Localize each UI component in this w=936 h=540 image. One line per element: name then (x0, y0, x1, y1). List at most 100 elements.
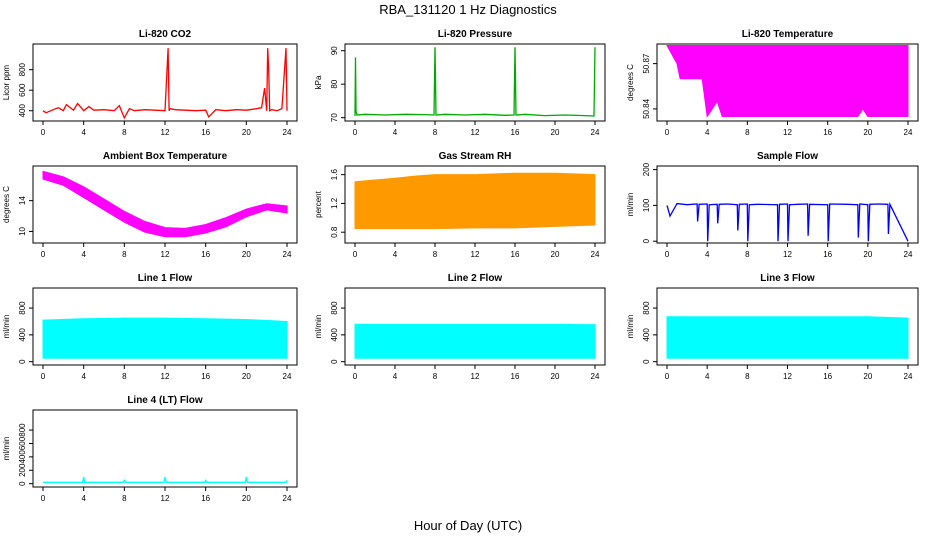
licor-temp-x-tick-label-6: 24 (904, 128, 913, 137)
licor-temp-y-tick-label-1: 50.87 (642, 53, 651, 74)
line4-x-tick-label-0: 0 (41, 494, 46, 503)
line3-y-tick-label-0: 0 (642, 359, 651, 364)
line1-x-tick-label-3: 12 (161, 372, 170, 381)
co2-y-tick-label-2: 800 (18, 62, 27, 76)
gas-rh-title: Gas Stream RH (439, 151, 512, 162)
co2-x-tick-label-3: 12 (161, 128, 170, 137)
gas-rh-x-tick-label-6: 24 (591, 250, 600, 259)
box-temp-x-tick-label-0: 0 (41, 250, 46, 259)
sample-flow-y-tick-label-0: 0 (642, 238, 651, 243)
line2-y-tick-label-1: 400 (330, 328, 339, 342)
line4-y-axis-label: ml/min (2, 437, 11, 461)
licor-temp-title: Li-820 Temperature (742, 29, 834, 40)
co2-x-tick-label-0: 0 (41, 128, 46, 137)
line1-x-tick-label-0: 0 (41, 372, 46, 381)
co2-y-axis-label: Licor ppm (2, 65, 11, 100)
gas-rh-series-band-0 (354, 172, 596, 230)
line4-x-tick-label-1: 4 (81, 494, 86, 503)
co2-y-tick-label-0: 400 (18, 104, 27, 118)
sample-flow-series-line-0 (666, 201, 909, 242)
pressure-series-line-0 (354, 47, 596, 117)
licor-temp-x-tick-label-2: 8 (745, 128, 750, 137)
box-temp-y-tick-label-1: 14 (18, 196, 27, 205)
co2-x-tick-label-5: 20 (242, 128, 251, 137)
line2-x-tick-label-5: 20 (551, 372, 560, 381)
sample-flow-x-tick-label-6: 24 (904, 250, 913, 259)
co2-y-tick-label-1: 600 (18, 83, 27, 97)
line2-title: Line 2 Flow (448, 273, 503, 284)
line2-x-tick-label-0: 0 (353, 372, 358, 381)
line1-x-tick-label-2: 8 (122, 372, 127, 381)
gas-rh-x-tick-label-0: 0 (353, 250, 358, 259)
pressure-title: Li-820 Pressure (438, 29, 513, 40)
pressure-x-tick-label-2: 8 (433, 128, 438, 137)
box-temp-series-band-0 (42, 170, 288, 238)
gas-rh-y-axis-label: percent (314, 190, 323, 217)
pressure-y-tick-label-1: 80 (330, 79, 339, 88)
box-temp-title: Ambient Box Temperature (103, 151, 228, 162)
sample-flow-x-tick-label-5: 20 (863, 250, 872, 259)
box-temp-x-tick-label-6: 24 (283, 250, 292, 259)
line1-y-tick-label-0: 0 (18, 359, 27, 364)
box-temp-y-axis-label: degrees C (2, 186, 11, 223)
licor-temp-x-tick-label-0: 0 (665, 128, 670, 137)
line2-x-tick-label-1: 4 (393, 372, 398, 381)
licor-temp-x-tick-label-4: 16 (823, 128, 832, 137)
line1-x-tick-label-5: 20 (242, 372, 251, 381)
line4-y-tick-label-1: 200 (18, 463, 27, 477)
sample-flow-x-tick-label-2: 8 (745, 250, 750, 259)
line3-y-tick-label-1: 400 (642, 328, 651, 342)
line2-y-tick-label-0: 0 (330, 359, 339, 364)
line2-x-tick-label-2: 8 (433, 372, 438, 381)
line3-y-tick-label-2: 800 (642, 301, 651, 315)
x-axis-label: Hour of Day (UTC) (413, 518, 523, 533)
box-temp-x-tick-label-2: 8 (122, 250, 127, 259)
line4-y-tick-label-4: 800 (18, 423, 27, 437)
pressure-x-tick-label-5: 20 (551, 128, 560, 137)
co2-title: Li-820 CO2 (139, 29, 192, 40)
line2-y-axis-label: ml/min (314, 315, 323, 339)
line2-x-tick-label-4: 16 (511, 372, 520, 381)
co2-x-tick-label-1: 4 (81, 128, 86, 137)
line4-x-tick-label-4: 16 (201, 494, 210, 503)
line3-x-tick-label-0: 0 (665, 372, 670, 381)
line3-x-tick-label-4: 16 (823, 372, 832, 381)
licor-temp-x-tick-label-3: 12 (783, 128, 792, 137)
licor-temp-x-tick-label-5: 20 (863, 128, 872, 137)
box-temp-x-tick-label-4: 16 (201, 250, 210, 259)
line4-title: Line 4 (LT) Flow (127, 395, 203, 406)
line1-y-axis-label: ml/min (2, 315, 11, 339)
box-temp-x-tick-label-5: 20 (242, 250, 251, 259)
gas-rh-x-tick-label-5: 20 (551, 250, 560, 259)
page-title: RBA_131120 1 Hz Diagnostics (379, 2, 557, 17)
sample-flow-y-tick-label-1: 100 (642, 198, 651, 212)
line4-plot-frame (32, 409, 298, 488)
line4-y-tick-label-2: 400 (18, 450, 27, 464)
line1-x-tick-label-4: 16 (201, 372, 210, 381)
sample-flow-x-tick-label-4: 16 (823, 250, 832, 259)
licor-temp-x-tick-label-1: 4 (705, 128, 710, 137)
line3-x-tick-label-2: 8 (745, 372, 750, 381)
line4-series-line-0 (43, 476, 288, 483)
line4-x-tick-label-2: 8 (122, 494, 127, 503)
sample-flow-x-tick-label-1: 4 (705, 250, 710, 259)
pressure-x-tick-label-6: 24 (591, 128, 600, 137)
line4-y-tick-label-3: 600 (18, 436, 27, 450)
box-temp-x-tick-label-3: 12 (161, 250, 170, 259)
line3-x-tick-label-3: 12 (783, 372, 792, 381)
line2-x-tick-label-3: 12 (471, 372, 480, 381)
line3-x-tick-label-1: 4 (705, 372, 710, 381)
sample-flow-x-tick-label-3: 12 (783, 250, 792, 259)
gas-rh-x-tick-label-4: 16 (511, 250, 520, 259)
sample-flow-y-tick-label-2: 200 (642, 162, 651, 176)
co2-x-tick-label-4: 16 (201, 128, 210, 137)
line1-x-tick-label-6: 24 (283, 372, 292, 381)
line2-x-tick-label-6: 24 (591, 372, 600, 381)
pressure-y-tick-label-0: 70 (330, 113, 339, 122)
gas-rh-x-tick-label-1: 4 (393, 250, 398, 259)
line3-x-tick-label-5: 20 (863, 372, 872, 381)
pressure-x-tick-label-0: 0 (353, 128, 358, 137)
sample-flow-title: Sample Flow (757, 151, 818, 162)
sample-flow-y-axis-label: ml/min (626, 193, 635, 217)
